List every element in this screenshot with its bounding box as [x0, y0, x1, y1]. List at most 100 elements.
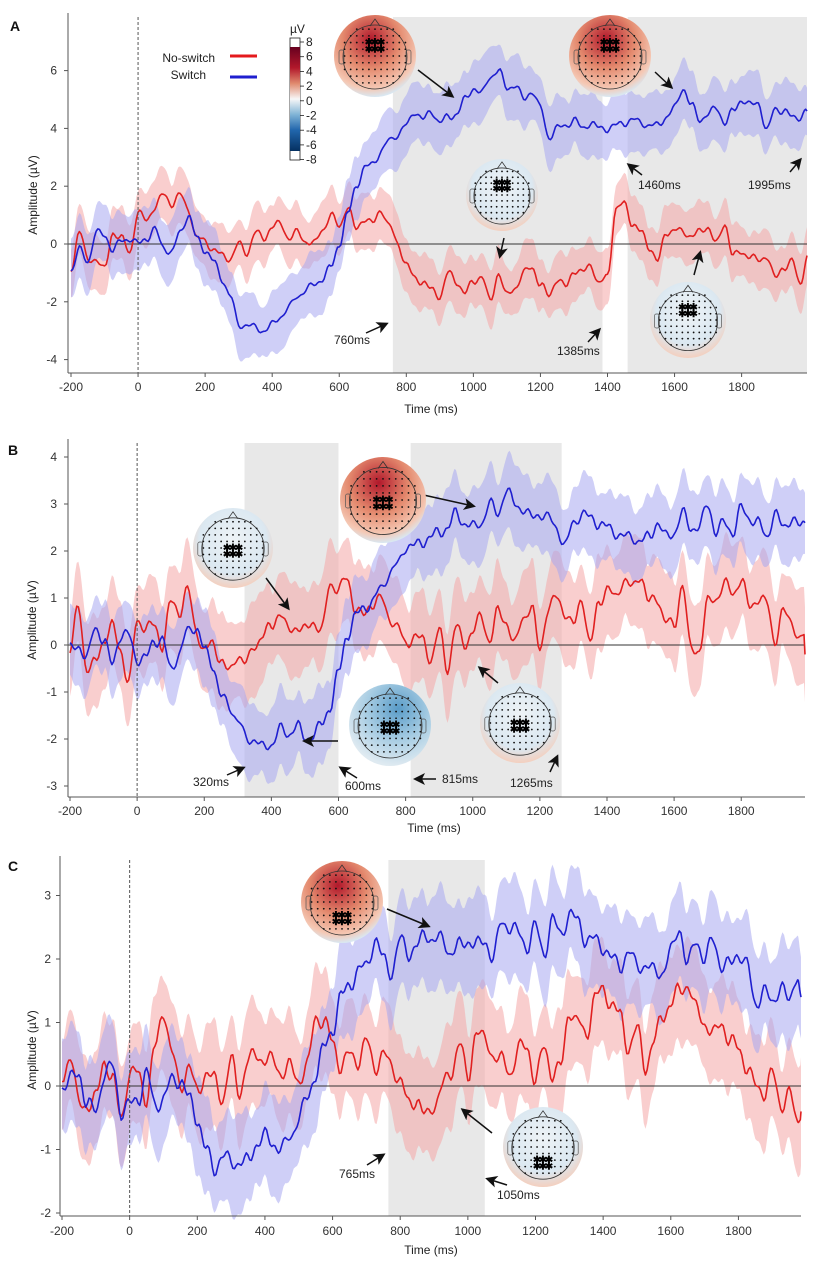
electrode-dot [375, 470, 378, 473]
electrode-dot [506, 188, 509, 191]
electrode-dot [495, 722, 498, 724]
electrode-dot [687, 306, 689, 309]
electrode-dot [703, 300, 706, 303]
electrode-dot [413, 717, 416, 720]
electrode-dot [322, 887, 325, 890]
electrode-dot [536, 1139, 538, 1142]
significant-electrode-icon: ✱ [372, 495, 381, 506]
significant-electrode-icon: ✱ [533, 1155, 542, 1166]
electrode-dot [362, 506, 365, 508]
electrode-dot [349, 55, 352, 57]
electrode-dot [506, 211, 509, 214]
colorbar-tick-label: -4 [306, 123, 317, 137]
electrode-dot [495, 702, 498, 705]
electrode-dot [243, 566, 246, 569]
electrode-dot [383, 750, 385, 753]
electrode-dot [413, 710, 416, 713]
electrode-dot [590, 41, 593, 44]
electrode-dot [347, 907, 349, 910]
electrode-dot [370, 697, 373, 700]
electrode-dot [615, 28, 617, 31]
significant-electrode-icon: ✱ [377, 38, 386, 49]
electrode-dot [633, 75, 636, 78]
electrode-dot [249, 553, 252, 556]
electrode-dot [341, 927, 343, 930]
electrode-dot [559, 1119, 562, 1122]
annot-1050ms: 1050ms [497, 1188, 540, 1202]
colorbar-tick-label: 2 [306, 79, 313, 93]
electrode-dot [202, 560, 205, 563]
colorbar-gradient [290, 47, 300, 151]
electrode-dot [615, 55, 617, 57]
significant-electrode-icon: ✱ [539, 1155, 548, 1166]
electrode-dot [559, 1165, 562, 1168]
electrode-dot [692, 294, 695, 297]
electrode-dot [394, 506, 397, 508]
x-tick-label: 1200 [527, 804, 554, 818]
y-tick-label: -3 [46, 779, 57, 793]
nose-icon [336, 864, 348, 873]
electrode-dot [389, 750, 391, 753]
electrode-dot [548, 1139, 550, 1142]
electrode-dot [565, 1146, 568, 1148]
electrode-dot [530, 1132, 533, 1135]
electrode-dot [675, 312, 678, 315]
electrode-dot [226, 540, 228, 543]
electrode-dot [404, 55, 407, 57]
electrode-dot [506, 176, 509, 179]
electrode-dot [375, 513, 378, 515]
significant-electrode-icon: ✱ [380, 720, 389, 731]
electrode-dot [365, 907, 368, 910]
annotations-c: 765ms 1050ms [339, 908, 540, 1202]
electrode-dot [584, 34, 587, 37]
electrode-dot [590, 34, 593, 37]
electrode-dot [356, 513, 359, 515]
electrode-dot [376, 697, 379, 700]
x-tick-label: 600 [329, 380, 349, 394]
colorbar-tick-label: 8 [306, 35, 313, 49]
electrode-dot [374, 41, 376, 44]
electrode-dot [559, 1172, 562, 1175]
electrode-dot [670, 325, 673, 328]
electrode-dot [512, 1139, 515, 1142]
electrode-dot [370, 724, 373, 726]
electrode-dot [658, 325, 661, 328]
significant-electrode-icon: ✱ [365, 44, 374, 55]
electrode-dot [615, 41, 617, 44]
electrode-dot [380, 68, 382, 71]
electrode-dot [490, 205, 493, 208]
x-tick-label: 1600 [661, 380, 688, 394]
electrode-dot [485, 211, 487, 214]
electrode-dot [368, 81, 370, 84]
electrode-dot [664, 325, 667, 328]
electrode-dot [512, 1159, 515, 1162]
significant-electrode-icon: ✱ [678, 303, 687, 314]
x-tick-label: 1000 [459, 804, 486, 818]
electrode-dot [364, 717, 367, 720]
electrode-dot [703, 312, 706, 315]
electrode-dot [347, 887, 349, 890]
electrode-dot [698, 312, 701, 315]
topomap-switch-760-1385ms: ✱✱✱✱✱✱ [334, 15, 416, 97]
electrode-dot [553, 1172, 556, 1175]
significant-electrode-icon: ✱ [510, 725, 519, 736]
colorbar-tick-label: -6 [306, 138, 317, 152]
electrode-dot [369, 477, 372, 480]
x-tick-label: 1000 [455, 1224, 482, 1238]
electrode-dot [364, 730, 367, 733]
electrode-dot [353, 901, 356, 903]
electrode-dot [627, 48, 630, 51]
electrode-dot [369, 506, 372, 508]
electrode-dot [525, 735, 527, 738]
electrode-dot [536, 735, 539, 738]
electrode-dot [243, 540, 246, 543]
annot-320ms: 320ms [193, 775, 229, 789]
significant-electrode-icon: ✱ [332, 910, 341, 921]
electrode-dot [542, 1126, 544, 1129]
electrode-dot [518, 1132, 521, 1135]
electrode-dot [413, 703, 416, 706]
electrode-dot [238, 540, 240, 543]
electrode-dot [627, 75, 630, 78]
electrode-dot [681, 337, 684, 340]
electrode-dot [375, 527, 378, 530]
